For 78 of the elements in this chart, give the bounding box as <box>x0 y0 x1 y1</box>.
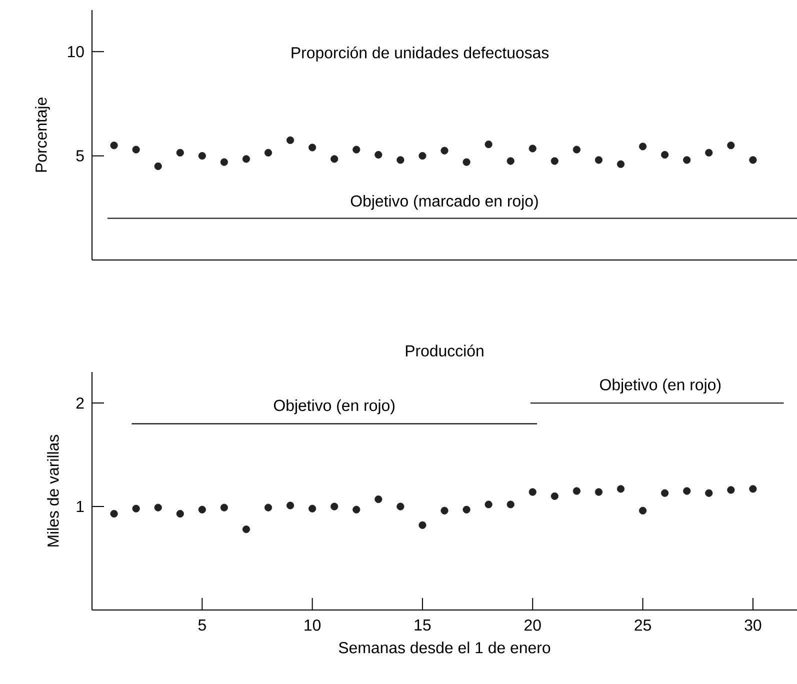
point <box>683 156 691 164</box>
point <box>154 162 162 170</box>
point <box>286 136 294 144</box>
point <box>506 157 514 165</box>
point <box>484 500 492 508</box>
point <box>264 148 272 156</box>
x-tick-label: 10 <box>304 620 321 631</box>
x-tick-label: 20 <box>524 620 541 631</box>
ref-line-label: Objetivo (marcado en rojo) <box>350 194 538 210</box>
point <box>132 146 140 154</box>
point <box>418 521 426 529</box>
point <box>330 155 338 163</box>
point <box>594 488 603 496</box>
point <box>749 156 757 164</box>
x-tick-label: 30 <box>744 620 762 631</box>
point <box>638 506 647 514</box>
point <box>705 489 713 497</box>
point <box>616 160 625 168</box>
chart-title: Producción <box>406 344 484 357</box>
point <box>484 140 492 148</box>
point <box>242 525 250 534</box>
point <box>528 488 536 496</box>
point <box>418 152 426 160</box>
x-tick-label: 5 <box>198 620 206 631</box>
y-axis-title: Porcentaje <box>35 98 50 172</box>
point <box>176 510 184 518</box>
point <box>440 506 448 514</box>
point <box>616 485 625 493</box>
text: Proporción de unidades defectuosas <box>292 46 549 62</box>
annotation: Objetivo (en rojo) <box>274 399 394 414</box>
point <box>705 148 713 156</box>
point <box>110 142 118 150</box>
point <box>198 506 206 514</box>
point <box>683 487 691 495</box>
point <box>176 148 184 156</box>
point <box>220 504 228 512</box>
point <box>264 504 272 512</box>
point <box>440 146 448 154</box>
point <box>154 504 162 512</box>
annotation: Objetivo (en rojo) <box>600 378 721 394</box>
x-tick-label: 25 <box>634 620 651 631</box>
x-axis-title: Semanas desde el 1 de enero <box>338 642 550 654</box>
point <box>242 155 250 163</box>
point <box>572 487 580 495</box>
point <box>550 157 558 165</box>
point <box>506 500 514 508</box>
y-tick-label: 2 <box>76 397 84 409</box>
x-tick-label: 15 <box>414 620 431 631</box>
point <box>528 144 536 152</box>
point <box>638 142 647 150</box>
point <box>749 485 757 493</box>
point <box>396 502 404 510</box>
point <box>462 506 470 514</box>
point <box>550 492 558 500</box>
point <box>286 502 294 510</box>
point <box>330 502 338 510</box>
y-tick-label: 1 <box>76 501 84 512</box>
point <box>374 150 382 159</box>
point <box>308 504 316 512</box>
y-axis-title: Miles de varillas <box>47 434 59 546</box>
point <box>727 486 735 494</box>
point <box>352 506 360 514</box>
point <box>462 158 470 166</box>
point <box>308 144 316 152</box>
point <box>110 510 118 518</box>
point <box>594 156 603 164</box>
point <box>661 150 669 159</box>
point <box>661 489 669 497</box>
point <box>374 495 382 504</box>
point <box>198 152 206 160</box>
y-tick-label: 10 <box>68 46 84 58</box>
point <box>220 158 228 166</box>
point <box>352 146 360 154</box>
point <box>572 146 580 154</box>
point <box>727 142 735 150</box>
point <box>132 504 140 512</box>
point <box>396 156 404 164</box>
y-tick-label: 5 <box>76 150 84 162</box>
